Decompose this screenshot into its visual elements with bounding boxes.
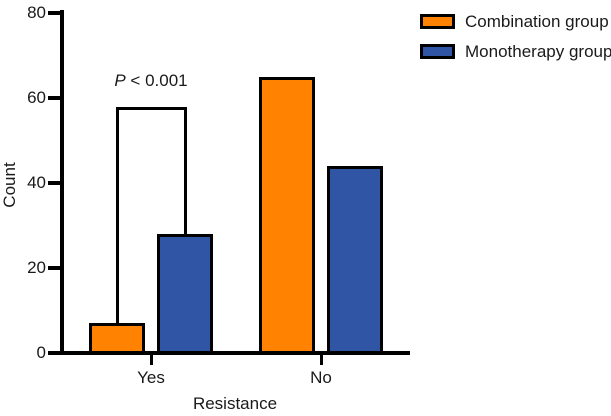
y-tick [48,266,60,270]
y-tick [48,96,60,100]
x-axis-title: Resistance [192,394,278,413]
p-value-annotation: P < 0.001 [81,70,221,92]
y-tick-label: 80 [27,3,46,22]
significance-bracket-right-leg [183,106,187,234]
significance-bracket-left-leg [115,106,119,324]
p-value-text: < 0.001 [125,71,188,90]
bar-no-combination [259,76,315,354]
y-tick [48,181,60,185]
y-tick-label: 20 [27,258,46,277]
y-tick-label: 60 [27,88,46,107]
bar-yes-combination [89,323,145,354]
y-axis-line [60,10,64,355]
y-tick-label: 40 [27,173,46,192]
legend-swatch-monotherapy [420,44,455,59]
y-tick [48,351,60,355]
y-tick-label: 0 [36,343,46,362]
legend-swatch-combination [420,14,455,29]
x-tick-label: No [310,368,332,387]
legend-label-combination: Combination group [465,12,609,31]
x-tick-label: Yes [137,368,165,387]
x-tick [149,355,153,365]
bar-no-monotherapy [327,166,383,354]
y-tick [48,11,60,15]
p-value-symbol: P [114,71,126,90]
bar-yes-monotherapy [157,234,213,354]
x-tick [319,355,323,365]
legend-label-monotherapy: Monotherapy group [465,42,611,61]
significance-bracket-top [115,106,187,110]
x-axis-line [60,351,410,355]
